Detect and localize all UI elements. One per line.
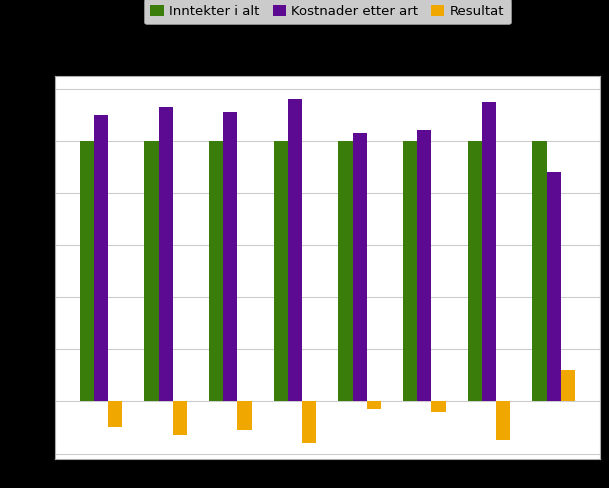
- Bar: [302, 402, 316, 443]
- Bar: [273, 141, 288, 402]
- Bar: [532, 141, 547, 402]
- Bar: [108, 402, 122, 427]
- Bar: [432, 402, 446, 412]
- Bar: [496, 402, 510, 441]
- Bar: [288, 99, 302, 402]
- Bar: [353, 133, 367, 402]
- Bar: [94, 115, 108, 402]
- Bar: [482, 102, 496, 402]
- Bar: [417, 130, 432, 402]
- Legend: Inntekter i alt, Kostnader etter art, Resultat: Inntekter i alt, Kostnader etter art, Re…: [144, 0, 511, 24]
- Bar: [468, 141, 482, 402]
- Bar: [173, 402, 187, 435]
- Bar: [80, 141, 94, 402]
- Bar: [561, 370, 575, 402]
- Bar: [339, 141, 353, 402]
- Bar: [547, 172, 561, 402]
- Bar: [403, 141, 417, 402]
- Bar: [223, 112, 238, 402]
- Bar: [367, 402, 381, 409]
- Bar: [209, 141, 223, 402]
- Bar: [238, 402, 252, 430]
- Bar: [144, 141, 158, 402]
- Bar: [158, 107, 173, 402]
